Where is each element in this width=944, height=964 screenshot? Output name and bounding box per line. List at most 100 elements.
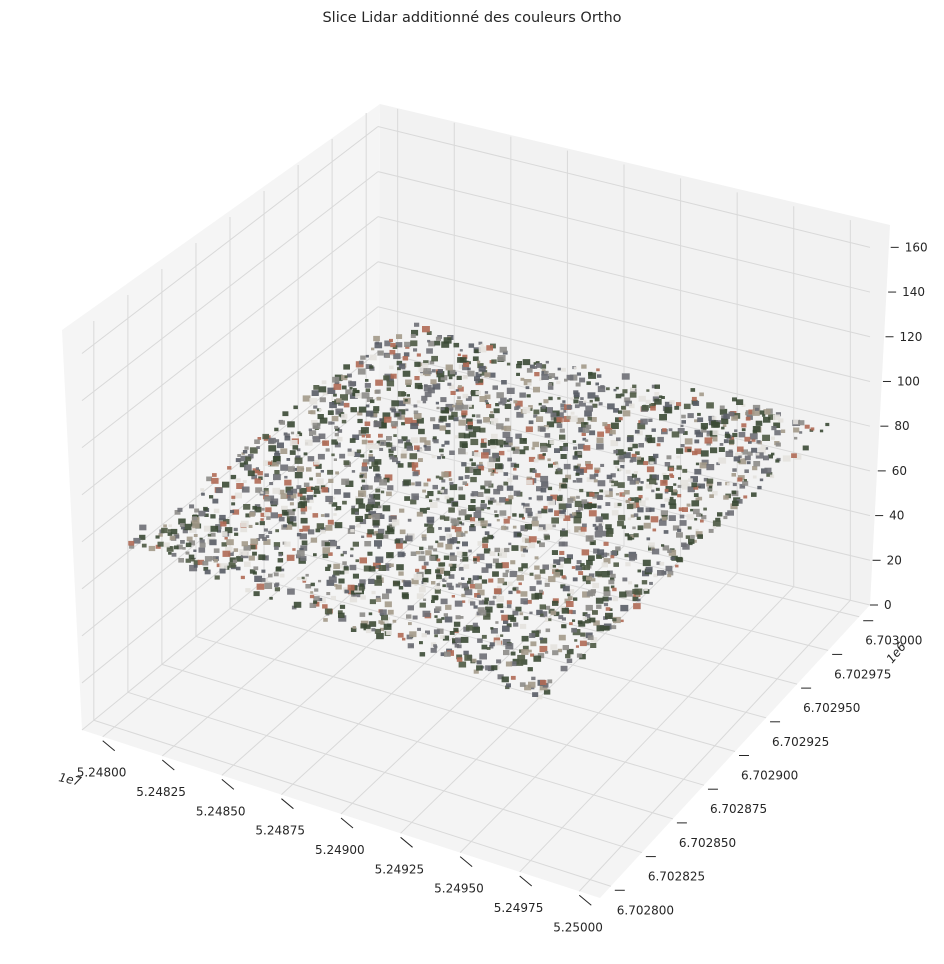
lidar-point [617,514,626,521]
lidar-point [313,385,320,390]
lidar-point [462,556,469,562]
lidar-point [629,497,635,502]
x-tick-mark [281,798,294,810]
lidar-point [472,356,479,361]
lidar-point [426,527,435,534]
lidar-point [524,524,532,530]
lidar-point [676,465,682,470]
lidar-point [321,487,329,493]
lidar-point [386,375,394,382]
lidar-point [662,545,670,551]
lidar-point [503,518,510,524]
lidar-point [615,386,619,390]
lidar-point [633,533,639,538]
lidar-point [531,676,536,681]
lidar-point [539,589,543,593]
lidar-point [494,510,498,513]
lidar-point [381,614,388,621]
lidar-point [708,415,715,421]
lidar-point [505,569,509,573]
lidar-point [291,522,297,527]
lidar-point [698,483,705,489]
lidar-point [612,618,617,622]
lidar-point [528,649,532,653]
lidar-point [487,507,491,510]
lidar-point [520,591,528,597]
lidar-point [389,365,394,370]
lidar-point [320,530,326,534]
lidar-point [139,534,146,540]
lidar-point [158,533,163,537]
lidar-point [663,530,669,534]
lidar-point [443,337,452,344]
lidar-point [484,439,488,443]
lidar-point [496,501,502,506]
lidar-point [213,508,220,514]
lidar-point [484,480,492,487]
lidar-point [439,425,447,431]
lidar-point [458,364,465,370]
lidar-point [204,513,209,517]
lidar-point [311,486,315,490]
lidar-point [368,515,373,519]
lidar-point [753,461,761,467]
lidar-point [407,462,415,468]
lidar-point [240,455,248,462]
lidar-point [603,590,611,596]
lidar-point [603,602,609,607]
lidar-point [292,445,299,450]
lidar-point [592,523,597,527]
lidar-point [347,584,355,591]
lidar-point [594,473,599,477]
lidar-point [748,409,755,415]
lidar-point [463,564,470,569]
lidar-point [547,382,553,387]
lidar-point [729,436,735,441]
lidar-point [296,550,305,557]
lidar-point [497,578,505,584]
lidar-point [352,541,359,547]
lidar-point [443,516,450,521]
lidar-point [411,493,419,500]
lidar-point [437,490,442,495]
lidar-point [185,542,192,548]
x-tick-mark [161,759,175,771]
lidar-point [350,529,355,533]
lidar-point [673,483,677,486]
lidar-point [456,644,462,649]
lidar-point [299,487,307,494]
lidar-point [637,507,644,513]
lidar-point [476,553,485,561]
lidar-point [457,386,464,392]
lidar-point [586,381,591,385]
lidar-point [638,500,646,506]
lidar-point [761,468,768,474]
lidar-point [708,528,714,533]
lidar-point [694,448,702,455]
lidar-point [366,508,371,513]
lidar-point [650,516,659,523]
lidar-point [517,532,522,537]
lidar-point [567,589,575,594]
lidar-point [570,610,576,615]
lidar-point [347,373,352,378]
lidar-point [661,396,665,399]
lidar-point [474,452,481,458]
lidar-point [654,398,662,405]
lidar-point [499,551,507,558]
lidar-point [746,461,751,465]
lidar-point [613,408,619,413]
lidar-point [306,467,312,472]
lidar-point [404,496,411,501]
lidar-point [178,518,186,525]
lidar-point [624,533,629,537]
back-grid-horizontal [377,486,871,606]
lidar-point [597,386,606,393]
lidar-point [409,453,418,460]
lidar-point [567,593,571,597]
chart-title: Slice Lidar additionné des couleurs Orth… [322,10,621,26]
lidar-point [276,461,281,465]
lidar-point [757,485,762,490]
lidar-point [518,582,522,586]
lidar-point [582,523,587,528]
